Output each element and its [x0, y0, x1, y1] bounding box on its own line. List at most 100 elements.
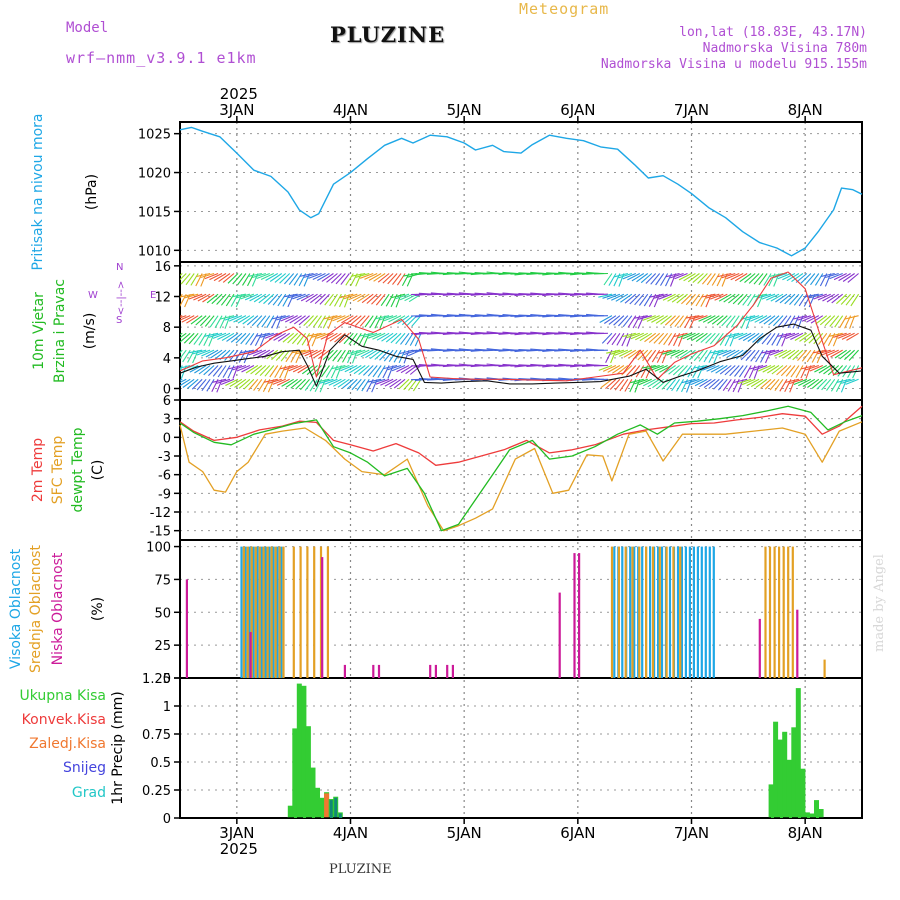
- model-altitude-label: Nadmorska Visina u modelu 915.155m: [600, 57, 867, 72]
- wind-arrow: [636, 273, 649, 283]
- wind-arrow: [304, 378, 314, 391]
- wind-arrow: [229, 378, 243, 387]
- wind-arrow: [702, 364, 716, 371]
- wind-arrow: [698, 349, 708, 362]
- wind-arrow: [263, 378, 278, 383]
- cloud-bar-high: [280, 546, 283, 678]
- cloud-bar-high: [621, 546, 624, 678]
- clouds-tick-label: 50: [154, 606, 171, 621]
- wind-arrow: [694, 378, 708, 387]
- wind-arrow: [818, 332, 828, 345]
- wind-arrow: [241, 365, 255, 373]
- wind-arrow: [622, 272, 637, 280]
- wind-arrow: [813, 293, 827, 300]
- precip-bar-total: [777, 739, 783, 818]
- wind-arrow: [721, 273, 728, 287]
- wind-arrow: [350, 315, 362, 326]
- wind-arrow: [272, 293, 283, 306]
- wind-arrow: [758, 273, 768, 286]
- wind-arrow: [665, 272, 680, 278]
- wind-arrow: [191, 378, 203, 390]
- wind-arrow: [618, 272, 632, 279]
- wind-arrow: [745, 315, 752, 329]
- wind-arrow: [232, 365, 239, 379]
- wind-arrow: [248, 378, 259, 391]
- bottom-day-label: 3JAN: [219, 824, 254, 842]
- wind-arrow: [342, 378, 354, 389]
- wind-arrow: [627, 273, 641, 281]
- wind-arrow: [770, 293, 784, 302]
- wind-arrow: [203, 365, 215, 376]
- wind-arrow: [375, 378, 390, 385]
- wind-arrow: [730, 273, 744, 281]
- cloud-bar-high: [660, 546, 664, 678]
- wind-arrow: [301, 365, 314, 375]
- cloud-bar-high: [248, 546, 251, 678]
- wind-arrow: [188, 293, 203, 300]
- wind-arrow: [295, 349, 310, 355]
- wind-arrow: [291, 349, 306, 354]
- wind-arrow: [801, 315, 816, 322]
- precip-bar-total: [786, 759, 792, 818]
- wind-arrow: [598, 364, 613, 371]
- wind-arrow: [327, 349, 338, 361]
- wind-arrow: [355, 315, 366, 326]
- wind-arrow: [202, 293, 215, 303]
- cloud-bar-high: [704, 546, 707, 678]
- wind-arrow: [395, 293, 410, 300]
- wind-arrow: [828, 332, 843, 337]
- wind-arrow: [387, 273, 398, 285]
- wind-arrow: [673, 332, 688, 338]
- wind-arrow: [825, 272, 839, 279]
- wind-arrow: [683, 273, 696, 282]
- wind-arrow: [180, 273, 187, 281]
- wind-arrow: [205, 349, 219, 358]
- wind-arrow: [299, 272, 314, 277]
- wind-arrow: [353, 365, 366, 375]
- wind-arrow: [797, 315, 804, 329]
- wind-arrow: [337, 349, 346, 363]
- wind-arrow: [220, 378, 235, 386]
- wind-arrow: [377, 273, 390, 283]
- wind-arrow: [195, 315, 207, 326]
- wind-arrow: [279, 364, 294, 370]
- compass-south-label: S: [116, 315, 122, 326]
- compass-arrow-label: <--|-->: [116, 281, 127, 316]
- wind-arrow: [180, 364, 191, 369]
- wind-arrow: [482, 315, 497, 317]
- cloud-bar-high: [244, 546, 247, 678]
- wind-arrow: [638, 293, 649, 306]
- cloud-bar-low: [343, 664, 346, 678]
- wind-arrow: [371, 378, 386, 384]
- cloud-bar-high: [696, 546, 699, 678]
- cloud-bar-low: [558, 592, 561, 678]
- wind-arrow: [400, 365, 414, 374]
- wind-arrow: [392, 273, 402, 285]
- precip-bar-total: [782, 731, 788, 818]
- precip-bar-total: [814, 800, 819, 818]
- wind-arrow: [833, 273, 847, 281]
- wind-arrow: [705, 332, 716, 344]
- cloud-bar-mid: [262, 546, 265, 678]
- wind-arrow: [298, 315, 310, 326]
- sfc-temp-axis-label: SFC Temp: [50, 436, 66, 505]
- cloud-bar-mid: [246, 546, 249, 678]
- precip-bar-total: [804, 812, 810, 818]
- wind-arrow: [810, 273, 820, 286]
- wind-arrow: [247, 272, 262, 277]
- wind-arrow: [733, 378, 748, 384]
- wind-arrow: [383, 349, 394, 362]
- wind-arrow: [815, 315, 828, 325]
- wind-arrow: [845, 293, 856, 306]
- pressure-tick-label: 1020: [138, 167, 171, 182]
- cloud-bar-high: [700, 546, 703, 678]
- wind-arrow: [733, 332, 748, 340]
- cloud-bar-high: [268, 546, 271, 678]
- wind-arrow: [216, 293, 227, 305]
- wind-arrow: [368, 273, 382, 281]
- wind-arrow: [798, 378, 812, 387]
- wind-arrow: [193, 332, 203, 345]
- wind-arrow: [737, 378, 752, 385]
- wind-arrow: [300, 349, 314, 356]
- wind-arrow: [372, 365, 382, 378]
